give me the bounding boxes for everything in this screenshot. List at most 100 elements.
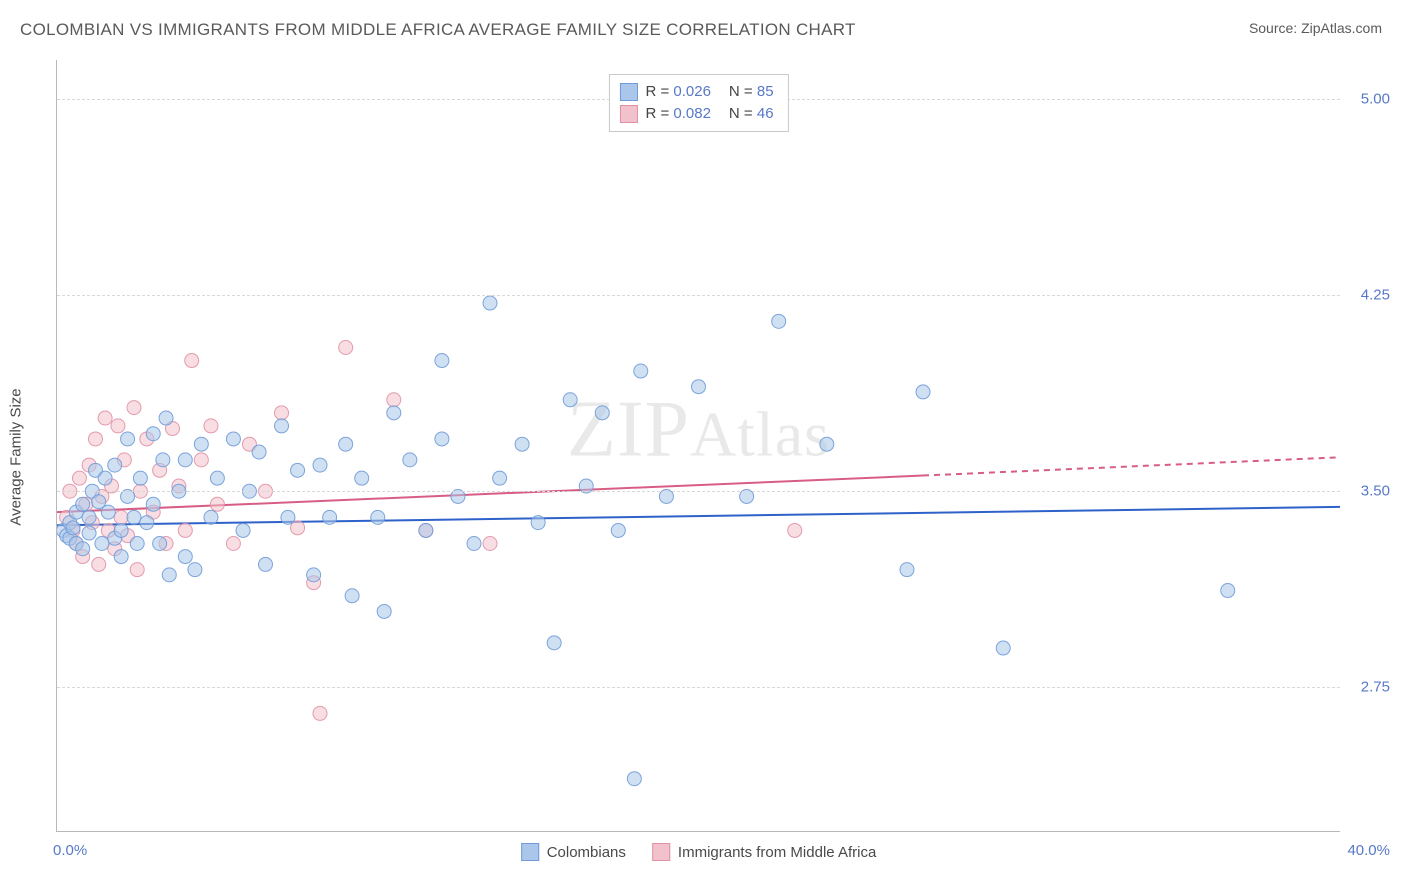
scatter-point <box>387 406 401 420</box>
legend-label: Immigrants from Middle Africa <box>678 844 876 861</box>
grid-line <box>57 687 1340 688</box>
scatter-point <box>156 453 170 467</box>
scatter-point <box>313 706 327 720</box>
scatter-point <box>339 437 353 451</box>
scatter-point <box>178 453 192 467</box>
scatter-point <box>130 563 144 577</box>
scatter-point <box>377 604 391 618</box>
scatter-point <box>66 521 80 535</box>
scatter-point <box>996 641 1010 655</box>
stat-n-label: N = <box>729 83 757 100</box>
scatter-point <box>323 510 337 524</box>
scatter-point <box>435 354 449 368</box>
scatter-point <box>130 537 144 551</box>
stats-legend: R = 0.026 N = 85 R = 0.082 N = 46 <box>608 74 788 132</box>
scatter-point <box>82 526 96 540</box>
scatter-point <box>162 568 176 582</box>
scatter-point <box>76 542 90 556</box>
chart-title: COLOMBIAN VS IMMIGRANTS FROM MIDDLE AFRI… <box>20 20 856 40</box>
scatter-point <box>467 537 481 551</box>
scatter-point <box>101 505 115 519</box>
stat-r-value: 0.082 <box>673 105 711 122</box>
legend-swatch-icon <box>521 843 539 861</box>
scatter-point <box>236 523 250 537</box>
scatter-point <box>627 772 641 786</box>
scatter-point <box>226 432 240 446</box>
scatter-point <box>387 393 401 407</box>
scatter-point <box>275 419 289 433</box>
scatter-point <box>692 380 706 394</box>
scatter-point <box>204 419 218 433</box>
scatter-point <box>178 523 192 537</box>
scatter-svg <box>57 60 1340 831</box>
scatter-point <box>121 432 135 446</box>
y-tick-label: 2.75 <box>1346 679 1390 696</box>
chart-container: Average Family Size ZIPAtlas R = 0.026 N… <box>20 46 1396 868</box>
scatter-point <box>98 411 112 425</box>
scatter-point <box>483 537 497 551</box>
scatter-point <box>916 385 930 399</box>
scatter-point <box>355 471 369 485</box>
scatter-point <box>210 471 224 485</box>
stat-n-label: N = <box>729 105 757 122</box>
stat-n-value: 46 <box>757 105 774 122</box>
stats-legend-row: R = 0.082 N = 46 <box>619 103 773 125</box>
scatter-point <box>76 497 90 511</box>
grid-line <box>57 491 1340 492</box>
scatter-point <box>92 557 106 571</box>
x-axis-end-label: 40.0% <box>1347 842 1390 859</box>
y-tick-label: 3.50 <box>1346 483 1390 500</box>
scatter-point <box>563 393 577 407</box>
scatter-point <box>313 458 327 472</box>
scatter-point <box>281 510 295 524</box>
plot-area: ZIPAtlas R = 0.026 N = 85 R = 0.082 N = … <box>56 60 1340 832</box>
scatter-point <box>204 510 218 524</box>
scatter-point <box>345 589 359 603</box>
scatter-point <box>435 432 449 446</box>
stat-n: N = 46 <box>729 103 774 125</box>
scatter-point <box>146 497 160 511</box>
scatter-point <box>493 471 507 485</box>
scatter-point <box>291 463 305 477</box>
stat-n-value: 85 <box>757 83 774 100</box>
scatter-point <box>188 563 202 577</box>
series-legend: Colombians Immigrants from Middle Africa <box>521 843 877 861</box>
legend-label: Colombians <box>547 844 626 861</box>
stat-r: R = 0.082 <box>645 103 710 125</box>
scatter-point <box>127 510 141 524</box>
scatter-point <box>114 523 128 537</box>
legend-item: Immigrants from Middle Africa <box>652 843 876 861</box>
scatter-point <box>133 471 147 485</box>
y-axis-label: Average Family Size <box>8 388 25 525</box>
scatter-point <box>127 401 141 415</box>
stats-legend-row: R = 0.026 N = 85 <box>619 81 773 103</box>
scatter-point <box>403 453 417 467</box>
scatter-point <box>210 497 224 511</box>
stat-n: N = 85 <box>729 81 774 103</box>
scatter-point <box>88 432 102 446</box>
scatter-point <box>820 437 834 451</box>
stat-r-value: 0.026 <box>673 83 711 100</box>
scatter-point <box>483 296 497 310</box>
grid-line <box>57 295 1340 296</box>
stat-r-label: R = <box>645 83 673 100</box>
scatter-point <box>252 445 266 459</box>
scatter-point <box>275 406 289 420</box>
scatter-point <box>634 364 648 378</box>
stat-r-label: R = <box>645 105 673 122</box>
scatter-point <box>772 314 786 328</box>
scatter-point <box>108 458 122 472</box>
scatter-point <box>72 471 86 485</box>
scatter-point <box>114 550 128 564</box>
scatter-point <box>194 437 208 451</box>
scatter-point <box>531 516 545 530</box>
scatter-point <box>140 516 154 530</box>
source-label: Source: ZipAtlas.com <box>1249 20 1382 36</box>
scatter-point <box>82 510 96 524</box>
stat-r: R = 0.026 <box>645 81 710 103</box>
scatter-point <box>900 563 914 577</box>
scatter-point <box>788 523 802 537</box>
legend-swatch-icon <box>619 105 637 123</box>
legend-swatch-icon <box>619 83 637 101</box>
scatter-point <box>153 537 167 551</box>
